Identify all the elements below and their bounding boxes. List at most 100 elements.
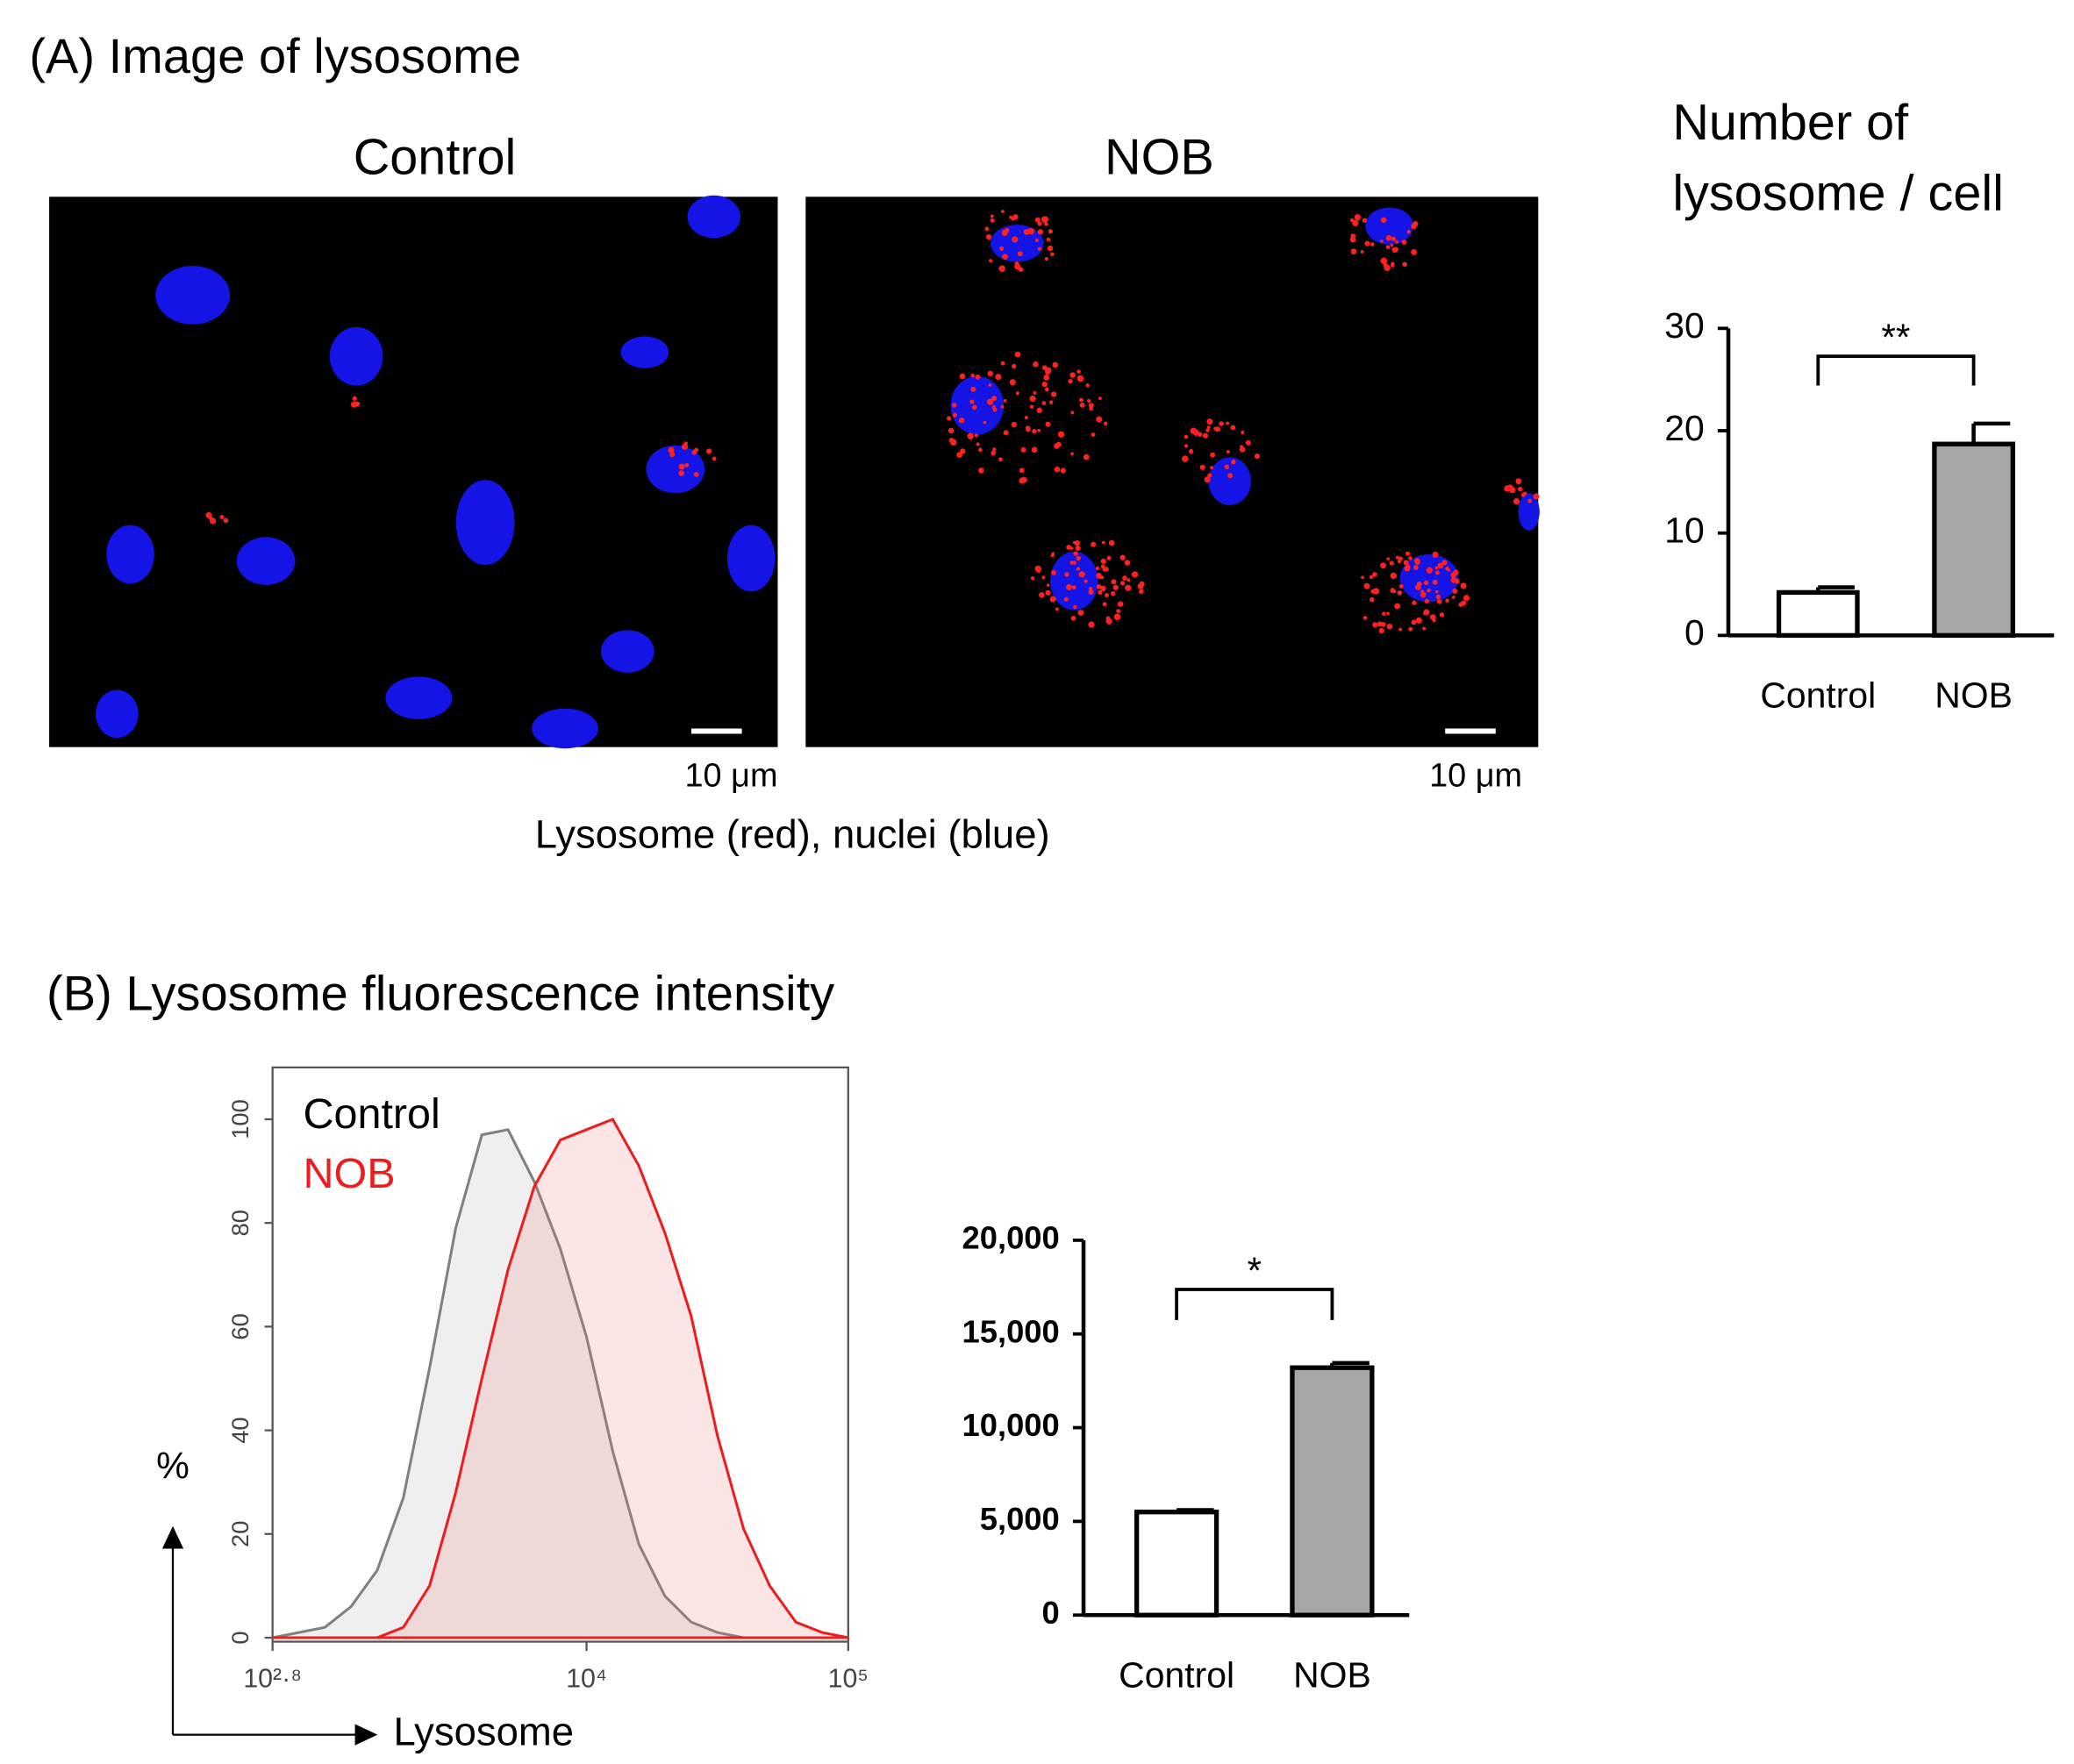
nucleus — [1208, 457, 1251, 505]
lysosome-dot — [1405, 564, 1411, 568]
lysosome-dot — [1411, 248, 1418, 255]
nucleus — [990, 225, 1044, 262]
bar — [1134, 1510, 1219, 1618]
lysosome-dot — [1039, 591, 1045, 598]
lysosome-dot — [1520, 492, 1526, 497]
lysosome-dot — [1060, 468, 1066, 474]
lysosome-dot — [1076, 555, 1081, 561]
lysosome-dot — [1210, 466, 1214, 470]
lysosome-dot — [1119, 554, 1126, 561]
lysosome-dot — [1424, 598, 1430, 604]
lysosome-dot — [1102, 602, 1107, 607]
lysosome-dot — [1411, 223, 1417, 230]
lysosome-dot — [1045, 367, 1052, 374]
lysosome-dot — [1079, 402, 1085, 408]
nucleus — [1050, 551, 1098, 611]
nucleus — [455, 480, 515, 566]
lysosome-dot — [1441, 560, 1448, 566]
lysosome-dot — [992, 447, 997, 452]
lysosome-dot — [1398, 583, 1404, 589]
lysosome-dot — [1533, 493, 1540, 500]
lysosome-dot — [1370, 596, 1375, 603]
lysosome-dot — [1378, 627, 1384, 634]
lysosome-dot — [1117, 601, 1124, 607]
lysosome-dot — [1219, 421, 1224, 426]
lysosome-dot — [1078, 397, 1083, 403]
lysosome-dot — [1003, 430, 1009, 436]
lysosome-dot — [1415, 617, 1422, 624]
lysosome-dot — [998, 265, 1005, 273]
lysosome-dot — [1002, 254, 1008, 261]
lysosome-dot — [986, 398, 994, 405]
lysosome-dot — [989, 259, 993, 263]
lysosome-dot — [1231, 459, 1236, 465]
lysosome-dot — [1085, 383, 1090, 388]
x-tick-label: 10²·⁸ — [243, 1664, 302, 1693]
lysosome-dot — [1037, 229, 1044, 235]
lysosome-dot — [1033, 361, 1039, 368]
lysosome-dot — [1434, 570, 1440, 575]
lysosome-dot — [1394, 603, 1401, 610]
image-label: Control — [354, 130, 517, 186]
lysosome-dot — [1001, 229, 1008, 237]
legend-label: Control — [304, 1090, 440, 1138]
lysosome-dot — [705, 448, 712, 454]
y-tick-label: 30 — [1664, 305, 1705, 346]
lysosome-dot — [952, 412, 957, 418]
lysosome-dot — [1391, 236, 1397, 242]
lysosome-dot — [1436, 598, 1442, 604]
lysosome-dot — [998, 246, 1005, 251]
lysosome-dot — [1076, 567, 1080, 571]
lysosome-dot — [1131, 571, 1139, 578]
lysosome-dot — [1029, 404, 1034, 410]
lysosome-dot — [1050, 553, 1055, 558]
lysosome-dot — [1112, 584, 1119, 590]
lysosome-dot — [974, 433, 978, 438]
lysosome-dot — [1385, 235, 1392, 241]
lysosome-dot — [1000, 404, 1005, 409]
lysosome-dot — [1381, 611, 1386, 617]
lysosome-dot — [691, 449, 697, 455]
legend-label: NOB — [304, 1150, 396, 1197]
lysosome-dot — [1119, 581, 1126, 586]
lysosome-dot — [985, 234, 992, 240]
nucleus — [532, 708, 598, 749]
lysosome-dot — [1063, 596, 1069, 602]
x-tick-label: Control — [1119, 1654, 1234, 1695]
significance-bracket — [1816, 354, 1976, 386]
lysosome-dot — [1432, 579, 1438, 585]
lysosome-dot — [1019, 477, 1026, 484]
lysosome-dot — [1070, 615, 1076, 621]
caption: Lysosome (red), nuclei (blue) — [535, 812, 1050, 857]
y-tick-label: 10,000 — [962, 1407, 1060, 1443]
lysosome-dot — [951, 403, 957, 408]
lysosome-dot — [1041, 575, 1046, 580]
lysosome-dot — [1401, 239, 1407, 245]
lysosome-dot — [1045, 589, 1051, 596]
lysosome-dot — [978, 468, 984, 474]
lysosome-dot — [948, 438, 955, 443]
lysosome-dot — [1206, 418, 1213, 425]
lysosome-dot — [1380, 562, 1386, 569]
lysosome-dot — [1386, 623, 1393, 630]
lysosome-dot — [1070, 372, 1076, 376]
lysosome-dot — [1254, 453, 1261, 460]
lysosome-dot — [990, 214, 994, 218]
lysosome-dot — [1389, 561, 1394, 566]
chart-title: lysosome / cell — [1672, 166, 2004, 222]
lysosome-dot — [1350, 248, 1357, 255]
lysosome-dot — [1034, 217, 1041, 223]
lysosome-dot — [1372, 622, 1378, 628]
lysosome-dot — [1390, 243, 1394, 247]
significance-label: * — [1248, 1250, 1262, 1291]
lysosome-dot — [1095, 566, 1100, 571]
lysosome-dot — [1370, 242, 1375, 246]
lysosome-dot — [223, 518, 229, 524]
lysosome-dot — [1460, 582, 1467, 589]
y-tick-label: 5,000 — [980, 1501, 1060, 1537]
lysosome-dot — [1001, 210, 1005, 213]
lysosome-dot — [1210, 452, 1216, 458]
lysosome-dot — [1069, 561, 1075, 565]
lysosome-dot — [1412, 565, 1419, 570]
lysosome-dot — [1245, 439, 1251, 446]
